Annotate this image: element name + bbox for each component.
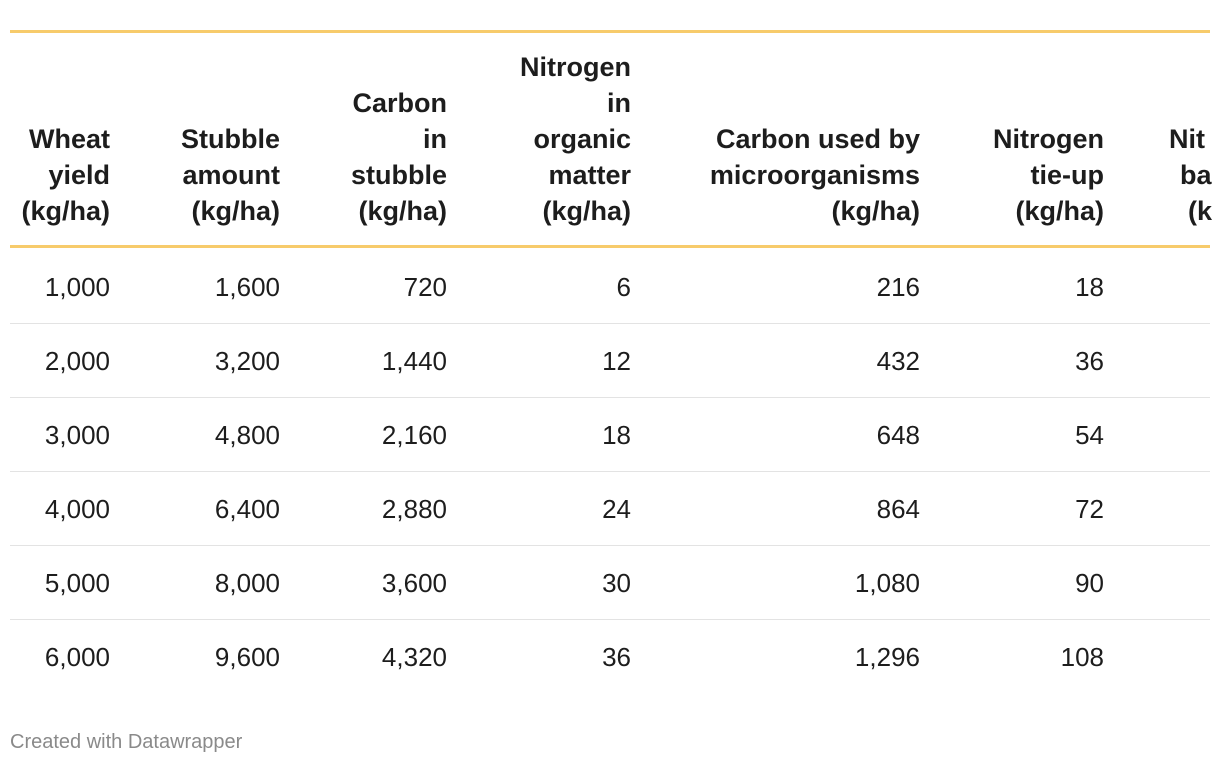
header-line: Carbon [352,88,448,118]
column-header: Wheat yield (kg/ha) [21,121,110,229]
table-cell: 6 [616,272,631,302]
table-cell: 1,296 [854,642,920,672]
table-cell: 4,320 [381,642,447,672]
table-cell: 36 [602,642,631,672]
table-cell: 18 [1075,272,1104,302]
column-header: Nit ba (k [0,121,1212,229]
row-divider [10,397,1210,398]
table-cell: 1,440 [381,346,447,376]
table-cell: 90 [1075,568,1104,598]
table-cell: 12 [602,346,631,376]
table-cell: 216 [876,272,920,302]
header-line: (kg/ha) [542,196,631,226]
header-line: (k [1188,196,1213,226]
table-cell: 36 [1075,346,1104,376]
table-cell: 4,000 [44,494,110,524]
table-cell: 720 [403,272,447,302]
row-divider [10,323,1210,324]
header-line: stubble [350,160,447,190]
table-cell: 864 [876,494,920,524]
table-cell: 30 [602,568,631,598]
header-line: microorganisms [709,160,920,190]
footer: Created with Datawrapper [10,731,243,753]
table-cell: 3,600 [381,568,447,598]
table-cell: 2,000 [44,346,110,376]
table-cell: 9,600 [214,642,280,672]
table-cell: 6,400 [214,494,280,524]
column-header: Nitrogen in organic matter (kg/ha) [520,49,631,229]
header-line: organic [533,124,631,154]
table-cell: 6,000 [44,642,110,672]
table-cell: 5,000 [44,568,110,598]
table-cell: 24 [602,494,631,524]
table-cell: 3,000 [44,420,110,450]
table-cell: 54 [1075,420,1104,450]
table-cell: 2,880 [381,494,447,524]
row-divider [10,545,1210,546]
header-line: ba [1180,160,1212,190]
header-line: (kg/ha) [358,196,447,226]
header-rule [10,245,1210,248]
header-line: (kg/ha) [21,196,110,226]
header-line: Nitrogen [520,52,631,82]
column-header: Nitrogen tie-up (kg/ha) [993,121,1104,229]
table-cell: 4,800 [214,420,280,450]
row-divider [10,471,1210,472]
table-cell: 648 [876,420,920,450]
header-line: Wheat [29,124,110,154]
table-cell: 1,000 [44,272,110,302]
header-line: (kg/ha) [191,196,280,226]
header-line: in [423,124,447,154]
table-cell: 432 [876,346,920,376]
column-header: Stubble amount (kg/ha) [181,121,280,229]
header-line: (kg/ha) [831,196,920,226]
table-cell: 2,160 [381,420,447,450]
header-line: matter [548,160,631,190]
top-rule [10,30,1210,33]
header-line: Nit [1169,124,1205,154]
table-cell: 108 [1060,642,1104,672]
column-header: Carbon in stubble (kg/ha) [351,85,447,229]
column-header: Carbon used by microorganisms (kg/ha) [710,121,920,229]
table-cell: 18 [602,420,631,450]
header-line: yield [48,160,110,190]
header-line: Stubble [181,124,280,154]
header-line: tie-up [1030,160,1105,190]
table-cell: 8,000 [214,568,280,598]
header-line: amount [182,160,281,190]
table-cell: 72 [1075,494,1104,524]
row-divider [10,619,1210,620]
header-line: in [607,88,631,118]
header-line: Carbon used by [715,124,920,154]
table-cell: 1,080 [854,568,920,598]
table-cell: 3,200 [214,346,280,376]
header-line: (kg/ha) [1015,196,1104,226]
header-line: Nitrogen [993,124,1104,154]
table-cell: 1,600 [214,272,280,302]
